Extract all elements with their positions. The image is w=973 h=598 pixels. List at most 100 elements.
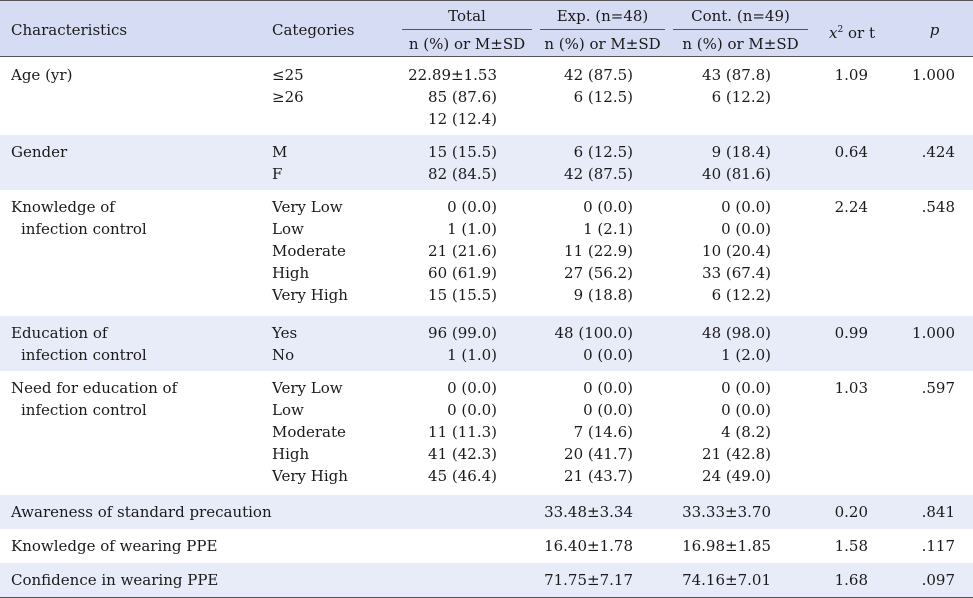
row-categories-line: Low	[272, 220, 304, 238]
row-characteristic-line: Knowledge of	[11, 198, 115, 216]
header-p: p	[929, 21, 940, 39]
header-stat-x: x	[829, 24, 838, 42]
header-categories: Categories	[272, 21, 355, 39]
row-categories-line: Moderate	[272, 242, 346, 260]
header-characteristics: Characteristics	[11, 21, 128, 39]
row-total-line: 96 (99.0)	[428, 324, 497, 342]
row-exp-line: 0 (0.0)	[583, 379, 633, 397]
row-categories-line: High	[272, 445, 310, 463]
row-cont-line: 0 (0.0)	[721, 401, 771, 419]
row-total-line: 41 (42.3)	[428, 445, 497, 463]
row-statistic: 0.20	[810, 501, 868, 523]
row-statistic: 1.03	[810, 377, 868, 399]
row-p-value: .548	[896, 196, 955, 218]
row-categories-line: Yes	[272, 324, 298, 342]
row-cont-line: 40 (81.6)	[702, 165, 771, 183]
table-row: Confidence in wearing PPE 71.75±7.17 74.16…	[0, 563, 973, 597]
row-exp-line: 9 (18.8)	[573, 286, 633, 304]
row-statistic: 0.99	[810, 322, 868, 344]
row-categories-line: F	[272, 165, 283, 183]
row-exp-line: 0 (0.0)	[583, 198, 633, 216]
row-total-line: 60 (61.9)	[428, 264, 497, 282]
row-cont-line: 24 (49.0)	[702, 467, 771, 485]
row-total: 22.89±1.53 85 (87.6) 12 (12.4)	[402, 64, 497, 130]
row-p-value-text: .841	[921, 503, 955, 521]
row-p-value: 1.000	[896, 322, 955, 344]
row-total-line: 0 (0.0)	[447, 198, 497, 216]
row-p-value: .597	[896, 377, 955, 399]
header-statistic: x2 or t	[810, 19, 894, 44]
row-categories: ≤25 ≥26	[272, 64, 397, 108]
row-cont-line: 0 (0.0)	[721, 379, 771, 397]
row-exp-line: 20 (41.7)	[564, 445, 633, 463]
row-categories-line: Very High	[272, 286, 348, 304]
row-exp: 6 (12.5) 42 (87.5)	[540, 141, 633, 185]
row-exp-line: 42 (87.5)	[564, 165, 633, 183]
row-exp-line: 21 (43.7)	[564, 467, 633, 485]
header-exp-rule	[540, 29, 665, 30]
row-exp-line: 42 (87.5)	[564, 66, 633, 84]
row-cont: 43 (87.8) 6 (12.2)	[673, 64, 771, 108]
row-cont-line: 4 (8.2)	[721, 423, 771, 441]
row-exp-line: 6 (12.5)	[573, 88, 633, 106]
row-cont-line: 21 (42.8)	[702, 445, 771, 463]
table-row: Knowledge of wearing PPE 16.40±1.78 16.98±…	[0, 529, 973, 563]
row-characteristic: Education of infection control	[11, 322, 266, 366]
row-total-line: 12 (12.4)	[428, 110, 497, 128]
header-total: Total	[448, 7, 486, 25]
row-cont-line: 43 (87.8)	[702, 66, 771, 84]
row-total-line: 0 (0.0)	[447, 379, 497, 397]
row-categories-line: ≤25	[272, 66, 304, 84]
row-categories: Yes No	[272, 322, 397, 366]
row-exp-line: 48 (100.0)	[554, 324, 633, 342]
row-characteristic: Confidence in wearing PPE	[11, 569, 266, 591]
row-categories-line: ≥26	[272, 88, 304, 106]
row-statistic: 2.24	[810, 196, 868, 218]
row-total-line: 15 (15.5)	[428, 143, 497, 161]
row-characteristic-line: Awareness of standard precaution	[11, 503, 272, 521]
row-exp: 16.40±1.78	[540, 535, 633, 557]
row-characteristic-line: Confidence in wearing PPE	[11, 571, 219, 589]
row-categories: Very Low Low Moderate High Very High	[272, 196, 397, 306]
row-categories-line: M	[272, 143, 288, 161]
row-cont: 9 (18.4) 40 (81.6)	[673, 141, 771, 185]
row-cont-line: 1 (2.0)	[721, 346, 771, 364]
row-characteristic: Knowledge of infection control	[11, 196, 266, 240]
row-categories-line: Very High	[272, 467, 348, 485]
row-total-line: 1 (1.0)	[447, 220, 497, 238]
row-categories: Very Low Low Moderate High Very High	[272, 377, 397, 487]
row-exp-line: 0 (0.0)	[583, 346, 633, 364]
row-total-line: 22.89±1.53	[408, 66, 497, 84]
row-characteristic-line: Age (yr)	[11, 66, 73, 84]
row-p-value: .841	[896, 501, 955, 523]
row-categories-line: Very Low	[272, 379, 343, 397]
row-characteristic-line: infection control	[21, 220, 147, 238]
row-statistic-value: 1.03	[834, 379, 868, 397]
table-row: Need for education of infection control Ve…	[0, 371, 973, 495]
row-cont: 33.33±3.70	[673, 501, 771, 523]
row-categories-line: High	[272, 264, 310, 282]
row-p-value: 1.000	[896, 64, 955, 86]
table-row: Awareness of standard precaution 33.48±3.…	[0, 495, 973, 529]
row-exp: 0 (0.0) 0 (0.0) 7 (14.6) 20 (41.7) 21 (43.7)	[540, 377, 633, 487]
header-cont: Cont. (n=49)	[691, 7, 790, 25]
row-exp: 42 (87.5) 6 (12.5)	[540, 64, 633, 108]
row-statistic-value: 0.99	[834, 324, 868, 342]
row-cont-line: 6 (12.2)	[711, 286, 771, 304]
row-exp-line: 27 (56.2)	[564, 264, 633, 282]
row-characteristic-line: Education of	[11, 324, 108, 342]
row-statistic: 0.64	[810, 141, 868, 163]
row-cont-line: 16.98±1.85	[682, 537, 771, 555]
header-exp-sub: n (%) or M±SD	[544, 35, 661, 53]
row-statistic-value: 2.24	[834, 198, 868, 216]
table-row: Knowledge of infection control Very Low Low…	[0, 190, 973, 316]
row-p-value-text: 1.000	[912, 66, 955, 84]
row-statistic-value: 1.58	[834, 537, 868, 555]
row-cont: 0 (0.0) 0 (0.0) 10 (20.4) 33 (67.4) 6 (12.2)	[673, 196, 771, 306]
row-exp: 48 (100.0) 0 (0.0)	[540, 322, 633, 366]
row-p-value-text: .597	[921, 379, 955, 397]
row-total-line: 45 (46.4)	[428, 467, 497, 485]
row-cont-line: 33 (67.4)	[702, 264, 771, 282]
row-total: 15 (15.5) 82 (84.5)	[402, 141, 497, 185]
table-row: Age (yr) ≤25 ≥26 22.89±1.53 85 (87.6) 12 (12.…	[0, 58, 973, 135]
